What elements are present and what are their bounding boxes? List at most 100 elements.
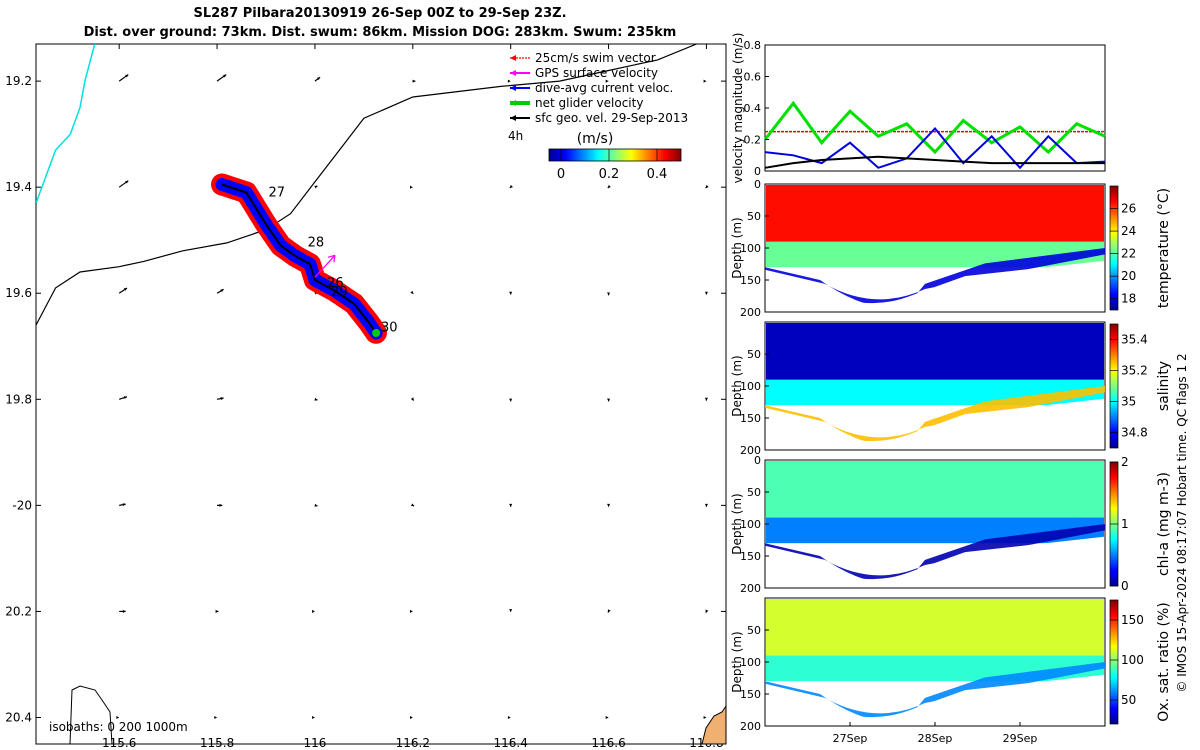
map-colorbar xyxy=(548,148,682,162)
map-y-tick-label: 20.4 xyxy=(5,710,32,724)
legend-entry-label: GPS surface velocity xyxy=(535,66,658,80)
isobath-200m-line xyxy=(36,44,697,326)
map-x-tick-label: 116.2 xyxy=(396,736,430,750)
day-label: 27 xyxy=(268,186,285,201)
gps-velocity-arrow xyxy=(314,254,336,278)
map-y-tick-label: 19.6 xyxy=(5,286,32,300)
day-label: 28 xyxy=(308,236,325,251)
geo-velocity-arrowhead xyxy=(116,716,120,719)
section-colorbar-label: salinity xyxy=(1156,361,1172,411)
section-y-tick-label: 50 xyxy=(747,624,761,637)
section-ylabel: Depth (m) xyxy=(730,217,744,278)
legend-arrowhead xyxy=(510,70,516,76)
geo-velocity-arrowhead xyxy=(605,79,609,83)
section-y-tick-label: 0 xyxy=(754,454,761,467)
track-end-marker xyxy=(372,329,381,337)
map-x-tick-label: 116 xyxy=(303,736,326,750)
geo-velocity-arrowhead xyxy=(125,180,129,184)
geo-velocity-arrowhead xyxy=(607,609,611,613)
map-colorbar-ticks: 0 0.2 0.4 xyxy=(557,149,667,182)
section-colorbar-tick-label: 22 xyxy=(1121,247,1136,261)
map-y-tick-label: 20.2 xyxy=(5,604,32,618)
geo-velocity-arrowhead xyxy=(507,716,511,719)
geo-velocity-arrowhead xyxy=(317,77,321,81)
section-no-data xyxy=(766,398,1104,449)
velocity-ylabel: velocity magnitude (m/s) xyxy=(731,33,745,184)
section-colorbar-tick-label: 50 xyxy=(1121,693,1136,707)
geo-velocity-arrowhead xyxy=(410,397,414,401)
section-colorbar-tick-label: 35.2 xyxy=(1121,364,1148,378)
map-y-tick-label: 19.8 xyxy=(5,392,32,406)
legend-arrowhead xyxy=(510,115,516,121)
day-label: 29 xyxy=(331,285,348,300)
isobath-0m-line xyxy=(36,44,96,204)
geo-velocity-arrowhead xyxy=(509,609,513,612)
geo-velocity-arrowhead xyxy=(215,609,219,613)
section-surface-band xyxy=(766,599,1104,657)
geo-velocity-arrowhead xyxy=(123,288,127,291)
section-y-tick-label: 150 xyxy=(740,274,761,287)
section-deep-band xyxy=(765,662,1105,723)
section-colorbar-tick-label: 0 xyxy=(1121,579,1129,593)
geo-velocity-arrowhead xyxy=(507,79,511,83)
section-x-tick-label: 27Sep xyxy=(833,732,868,745)
section-no-data xyxy=(766,260,1104,311)
day-label: 30 xyxy=(381,320,398,335)
velocity-series xyxy=(763,100,1106,170)
legend-arrowhead xyxy=(510,55,516,61)
geo-velocity-arrowhead xyxy=(607,292,611,296)
geo-velocity-arrowhead xyxy=(704,291,708,295)
map-colorbar-tick-label: 0 xyxy=(557,167,565,182)
geo-velocity-arrowhead xyxy=(314,397,318,401)
section-y-tick-label: 150 xyxy=(740,550,761,563)
section-surface-band xyxy=(766,185,1104,243)
geo-velocity-arrowhead xyxy=(125,74,129,78)
section-colorbar-tick-label: 35 xyxy=(1121,395,1136,409)
velocity-axes: 0 0.2 0.4 0.6 0.8 xyxy=(744,39,769,178)
geo-velocity-arrowhead xyxy=(312,609,315,613)
section-colorbar-tick-label: 34.8 xyxy=(1121,426,1148,440)
section-deep-band xyxy=(765,386,1105,447)
section-y-tick-label: 200 xyxy=(740,720,761,733)
geo-velocity-arrowhead xyxy=(607,503,611,507)
section-y-tick-label: 150 xyxy=(740,688,761,701)
isobaths-label: isobaths: 0 200 1000m xyxy=(49,720,188,734)
section-panel-chla: 0 50 100 150 200 Depth (m) 0 1 2 chl-a (mg m-3) xyxy=(730,454,1172,595)
velocity-y-tick-label: 0 xyxy=(754,165,761,178)
geo-velocity-arrowhead xyxy=(314,503,318,507)
chart-title-line2: Dist. over ground: 73km. Dist. swum: 86k… xyxy=(83,25,677,40)
geo-velocity-arrowhead xyxy=(412,79,416,83)
section-colorbar-tick-label: 1 xyxy=(1121,517,1129,531)
geo-velocity-arrowhead xyxy=(214,716,218,719)
section-surface-band xyxy=(766,461,1104,519)
section-y-tick-label: 100 xyxy=(740,380,761,393)
geo-velocity-arrowhead xyxy=(509,291,513,295)
section-no-data xyxy=(766,674,1104,725)
glider-track-line xyxy=(221,183,377,334)
map-x-tick-label: 116.4 xyxy=(494,736,528,750)
section-colorbar-tick-label: 24 xyxy=(1121,224,1136,238)
map-y-tick-label: 19.2 xyxy=(5,74,32,88)
map-axes: 115.6115.8116116.2116.4116.6116.819.219.… xyxy=(5,44,726,750)
section-panel-salinity: 50 100 150 200 Depth (m) 34.8 35 35.2 35.4 salini… xyxy=(730,321,1172,457)
geo-velocity-arrowhead xyxy=(122,609,126,613)
section-panel-temperature: 0 50 100 150 200 Depth (m) 18 20 22 24 26 temperatu… xyxy=(730,178,1172,319)
section-y-tick-label: 50 xyxy=(747,486,761,499)
velocity-series-geo_speed xyxy=(764,155,1105,169)
geo-velocity-arrowhead xyxy=(703,716,707,719)
section-colorbar-label: Ox. sat. ratio (%) xyxy=(1156,602,1172,721)
velocity-y-tick-label: 0.4 xyxy=(744,102,762,115)
legend-entry-label: dive-avg current veloc. xyxy=(535,81,673,95)
section-colorbar-tick-label: 35.4 xyxy=(1121,333,1148,347)
velocity-series-net_speed xyxy=(763,100,1106,155)
geo-velocity-arrowhead xyxy=(605,716,609,719)
section-colorbar-label: chl-a (mg m-3) xyxy=(1156,472,1172,576)
footer-credit: © IMOS 15-Apr-2024 08:17:07 Hobart time.… xyxy=(1175,353,1189,692)
section-colorbar xyxy=(1109,599,1119,725)
section-surface-band xyxy=(766,323,1104,381)
map-colorbar-tick-label: 0.2 xyxy=(599,167,620,182)
velocity-series-current_speed xyxy=(764,126,1106,170)
